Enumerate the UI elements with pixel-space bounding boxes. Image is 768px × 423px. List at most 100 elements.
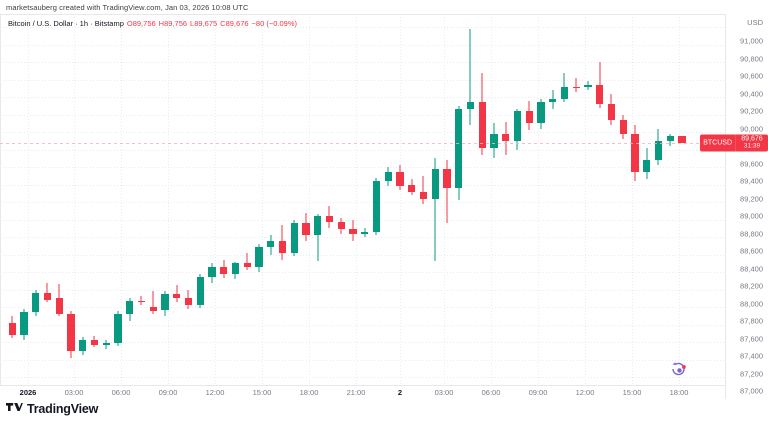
candlestick[interactable] [255,244,263,273]
candlestick[interactable] [32,289,40,316]
candle-body [161,294,169,310]
vertical-gridline [262,14,263,386]
candlestick[interactable] [678,136,686,144]
candlestick[interactable] [643,147,651,180]
candlestick[interactable] [502,121,510,155]
candlestick[interactable] [607,93,616,126]
candlestick[interactable] [513,109,522,150]
candle-wick [46,282,48,302]
candlestick[interactable] [220,259,228,279]
candlestick[interactable] [67,310,75,358]
candlestick[interactable] [619,114,627,140]
candlestick-plot[interactable] [0,14,725,386]
time-axis-tick: 06:00 [481,388,501,397]
candlestick[interactable] [443,160,451,224]
candlestick[interactable] [126,298,134,322]
candle-body [502,133,510,141]
candlestick[interactable] [478,72,486,155]
current-price-badge[interactable]: BTCUSD 89,676 31:39 [700,134,768,152]
legend-symbol[interactable]: Bitcoin / U.S. Dollar · 1h · Bitstamp [8,19,124,28]
candle-wick [246,252,248,271]
candlestick[interactable] [490,123,498,159]
horizontal-gridline [0,324,725,326]
candlestick[interactable] [572,77,580,92]
time-axis-tick: 09:00 [158,388,178,397]
candle-body [349,229,357,234]
candlestick[interactable] [184,289,193,309]
candlestick[interactable] [102,340,110,350]
candlestick[interactable] [243,252,251,271]
candle-body [55,298,63,315]
candlestick[interactable] [196,273,204,309]
candlestick[interactable] [337,217,345,234]
candlestick[interactable] [79,336,87,356]
candlestick[interactable] [231,261,240,280]
price-axis-tick: 90,000 [740,124,763,134]
candle-body [302,223,310,236]
candlestick[interactable] [278,224,287,260]
price-axis-tick: 89,000 [740,211,763,221]
candlestick[interactable] [314,214,322,261]
candlestick[interactable] [290,219,298,257]
legend-open-label: O [126,19,133,28]
price-axis[interactable]: USD 91,000 90,800 90,600 90,400 90,200 90,000… [725,14,768,399]
candle-body [549,98,557,103]
candlestick[interactable] [173,285,181,302]
price-axis-tick: 88,800 [740,229,763,239]
horizontal-gridline [0,219,725,221]
candlestick[interactable] [372,177,381,236]
vertical-gridline [356,14,357,386]
price-axis-tick: 87,400 [740,351,763,361]
candlestick[interactable] [537,98,545,129]
candlestick[interactable] [43,282,52,302]
horizontal-gridline [0,62,725,64]
price-axis-tick: 88,000 [740,299,763,309]
candlestick[interactable] [8,315,16,338]
candlestick[interactable] [161,291,169,316]
candle-body [208,266,216,277]
candlestick[interactable] [302,212,310,241]
candlestick[interactable] [631,125,639,182]
vertical-gridline [309,14,310,386]
candlestick[interactable] [560,72,569,103]
candlestick[interactable] [654,128,663,166]
time-axis-tick: 03:00 [434,388,454,397]
candlestick[interactable] [455,105,463,201]
candlestick[interactable] [466,28,475,126]
candlestick[interactable] [549,90,557,110]
candle-body [20,312,28,336]
candlestick[interactable] [384,167,392,187]
candlestick[interactable] [90,336,99,348]
candlestick[interactable] [666,133,674,147]
legend-close-label: C [220,19,226,28]
price-axis-tick: 88,400 [740,264,763,274]
candlestick[interactable] [584,81,592,91]
candlestick[interactable] [137,295,146,306]
candle-body [619,119,627,134]
replay-badge-icon[interactable] [670,361,688,382]
candlestick[interactable] [408,179,416,196]
candlestick[interactable] [349,219,357,241]
candle-body [419,191,428,199]
time-axis[interactable]: 2026 03:00 06:00 09:00 12:00 15:00 18:00 21:00 2… [0,385,725,399]
candlestick[interactable] [325,205,334,229]
candle-wick [152,291,154,315]
price-badge-value: 89,676 [741,135,763,143]
candlestick[interactable] [114,310,122,346]
candlestick[interactable] [267,235,275,255]
horizontal-gridline [0,377,725,379]
candlestick[interactable] [208,263,216,283]
candlestick[interactable] [419,175,428,204]
candlestick[interactable] [55,284,63,316]
time-axis-tick: 2 [397,388,403,397]
time-axis-tick: 21:00 [346,388,366,397]
candlestick[interactable] [20,308,28,341]
candle-body [290,223,298,253]
candlestick[interactable] [361,228,369,238]
candlestick[interactable] [149,291,157,315]
candle-body [8,322,16,336]
candlestick[interactable] [431,158,439,261]
candlestick[interactable] [596,62,604,108]
candlestick[interactable] [396,165,404,190]
candlestick[interactable] [525,100,533,131]
